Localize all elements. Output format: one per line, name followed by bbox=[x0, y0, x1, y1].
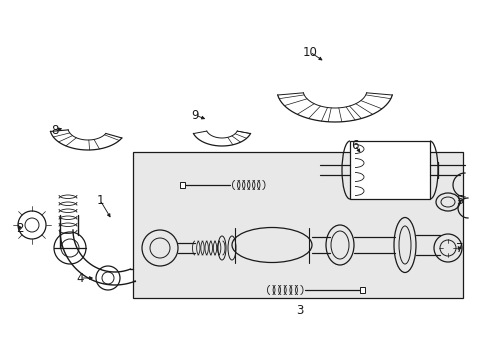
Text: 1: 1 bbox=[96, 194, 103, 207]
Text: 5: 5 bbox=[455, 194, 463, 207]
Bar bbox=[133, 152, 462, 298]
Bar bbox=[359, 287, 364, 293]
Text: 2: 2 bbox=[16, 221, 24, 234]
Text: 3: 3 bbox=[296, 303, 303, 316]
Text: 9: 9 bbox=[191, 108, 198, 122]
Text: 7: 7 bbox=[455, 242, 463, 255]
Text: 8: 8 bbox=[51, 123, 59, 136]
Text: 4: 4 bbox=[76, 271, 83, 284]
Text: 10: 10 bbox=[302, 45, 317, 59]
Bar bbox=[180, 182, 184, 188]
Bar bbox=[349, 141, 429, 199]
Text: 6: 6 bbox=[350, 139, 358, 152]
